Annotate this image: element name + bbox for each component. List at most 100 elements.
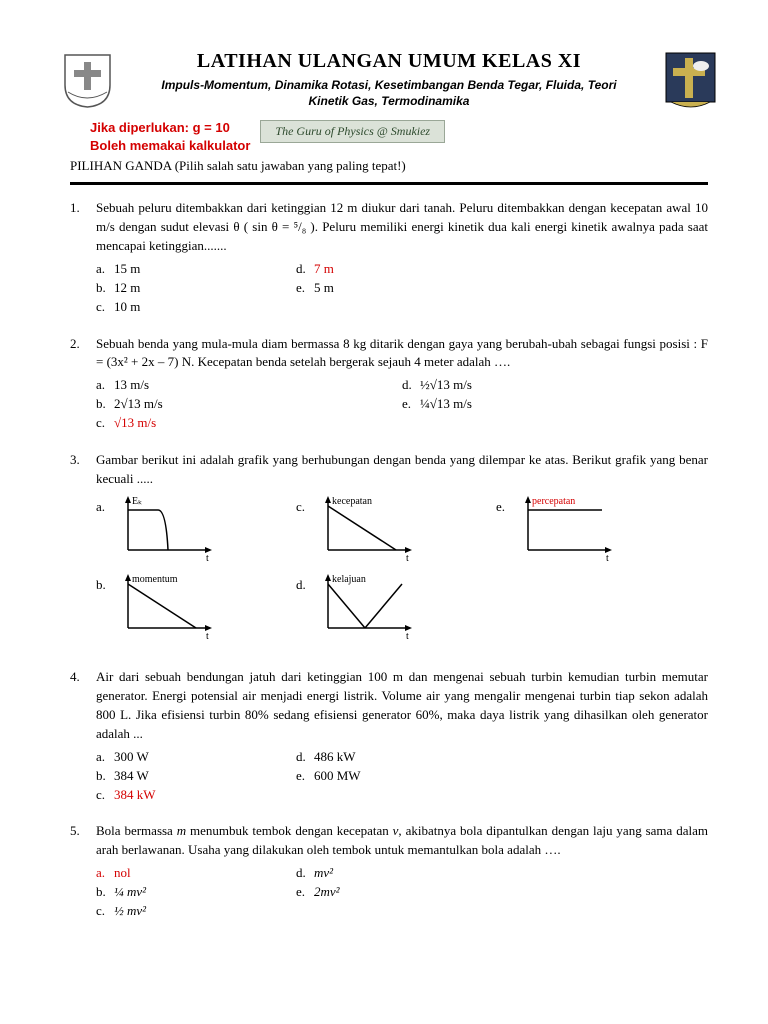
option-letter: b. [96,279,114,298]
graph-grid: a.tEₖc.tkecepatane.tpercepatanb.tmomentu… [96,494,708,650]
svg-text:momentum: momentum [132,574,178,585]
question-number: 4. [70,668,96,804]
option: c.384 kW [96,786,296,805]
option-text: nol [114,864,131,883]
author-badge: The Guru of Physics @ Smukiez [260,120,445,143]
option-letter: c. [96,786,114,805]
option-letter: c. [96,414,114,433]
notice-text: Jika diperlukan: g = 10 Boleh memakai ka… [70,119,250,154]
option: d.7 m [296,260,708,279]
option-row: a.300 Wd.486 kW [96,748,708,767]
option-text: 384 kW [114,786,156,805]
option-text: 7 m [314,260,334,279]
question-text: Gambar berikut ini adalah grafik yang be… [96,451,708,489]
option-text: 15 m [114,260,140,279]
option-text: 600 MW [314,767,361,786]
option-text: ¼√13 m/s [420,395,472,414]
option-list: a.nold.mv²b.¼ mv²e.2mv²c.½ mv² [96,864,708,921]
option-letter: c. [96,298,114,317]
option: d.486 kW [296,748,708,767]
option-letter: e. [296,767,314,786]
svg-text:Eₖ: Eₖ [132,496,142,507]
question: 2. Sebuah benda yang mula-mula diam berm… [70,335,708,433]
option: d.mv² [296,864,708,883]
option: e.600 MW [296,767,708,786]
option-text: √13 m/s [114,414,156,433]
page-subtitle: Impuls-Momentum, Dinamika Rotasi, Keseti… [70,77,708,109]
option-text: 384 W [114,767,149,786]
option-list: a.15 md.7 mb.12 me. 5 mc.10 m [96,260,708,317]
option-text: ½ mv² [114,902,146,921]
notice-row: Jika diperlukan: g = 10 Boleh memakai ka… [70,119,708,154]
option: e.2mv² [296,883,708,902]
option-letter: d. [296,864,314,883]
option: e. 5 m [296,279,708,298]
option: a.nol [96,864,296,883]
option: b.384 W [96,767,296,786]
question-number: 3. [70,451,96,651]
question: 3. Gambar berikut ini adalah grafik yang… [70,451,708,651]
option-row: a.13 m/sd.½√13 m/s [96,376,708,395]
svg-text:kelajuan: kelajuan [332,574,366,585]
option-text: 486 kW [314,748,356,767]
option-text: 2mv² [314,883,340,902]
option-letter: b. [96,767,114,786]
option: c.10 m [96,298,296,317]
question-body: Sebuah peluru ditembakkan dari ketinggia… [96,199,708,316]
question: 4. Air dari sebuah bendungan jatuh dari … [70,668,708,804]
question-number: 1. [70,199,96,316]
option: c.√13 m/s [96,414,708,433]
option-letter: e. [296,279,314,298]
option-row: b.12 me. 5 m [96,279,708,298]
question-text: Sebuah peluru ditembakkan dari ketinggia… [96,199,708,256]
question-text: Air dari sebuah bendungan jatuh dari ket… [96,668,708,743]
svg-text:percepatan: percepatan [532,496,575,507]
option-text: 10 m [114,298,140,317]
option: b.12 m [96,279,296,298]
option-text: 5 m [314,279,334,298]
svg-text:t: t [206,553,209,564]
option-list: a.300 Wd.486 kWb.384 We.600 MWc.384 kW [96,748,708,805]
question-body: Bola bermassa m menumbuk tembok dengan k… [96,822,708,920]
option-letter: a. [96,376,114,395]
question-text: Sebuah benda yang mula-mula diam bermass… [96,335,708,373]
option-row: c.√13 m/s [96,414,708,433]
question-body: Gambar berikut ini adalah grafik yang be… [96,451,708,651]
option-text: 300 W [114,748,149,767]
option-list: a.13 m/sd.½√13 m/sb.2√13 m/se.¼√13 m/sc.… [96,376,708,433]
option-row: b.¼ mv²e.2mv² [96,883,708,902]
header: LATIHAN ULANGAN UMUM KELAS XI Impuls-Mom… [70,50,708,109]
question-text: Bola bermassa m menumbuk tembok dengan k… [96,822,708,860]
question-number: 5. [70,822,96,920]
option-row: b.2√13 m/se.¼√13 m/s [96,395,708,414]
option-text: mv² [314,864,333,883]
divider [70,182,708,185]
option: a.300 W [96,748,296,767]
option-letter: b. [96,883,114,902]
option-letter: d. [296,748,314,767]
option-letter: d. [296,260,314,279]
school-crest-right-icon [663,50,718,110]
option-row: c.10 m [96,298,708,317]
option-row: a.15 md.7 m [96,260,708,279]
option-letter: a. [96,748,114,767]
option-letter: c. [96,902,114,921]
svg-text:t: t [406,553,409,564]
page-title: LATIHAN ULANGAN UMUM KELAS XI [70,50,708,73]
question-body: Sebuah benda yang mula-mula diam bermass… [96,335,708,433]
option: b.2√13 m/s [96,395,402,414]
question-list: 1. Sebuah peluru ditembakkan dari keting… [70,199,708,920]
exam-page: LATIHAN ULANGAN UMUM KELAS XI Impuls-Mom… [0,0,768,979]
question-number: 2. [70,335,96,433]
option: b.¼ mv² [96,883,296,902]
question: 5. Bola bermassa m menumbuk tembok denga… [70,822,708,920]
option: a.13 m/s [96,376,402,395]
option: a.15 m [96,260,296,279]
option-letter: e. [296,883,314,902]
option-text: 2√13 m/s [114,395,163,414]
option-letter: d. [402,376,420,395]
school-crest-left-icon [60,50,115,110]
option-row: c.½ mv² [96,902,708,921]
option: e.¼√13 m/s [402,395,708,414]
option-row: a.nold.mv² [96,864,708,883]
